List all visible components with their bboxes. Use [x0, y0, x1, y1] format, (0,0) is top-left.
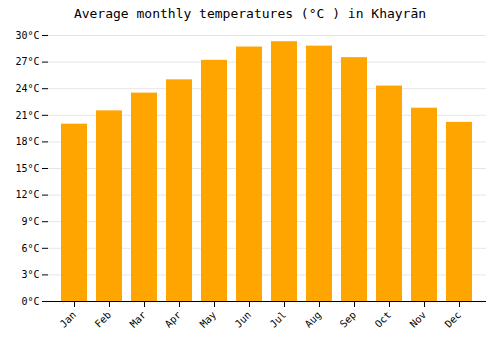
svg-text:Nov: Nov: [408, 309, 429, 330]
svg-text:Feb: Feb: [93, 309, 114, 330]
svg-text:Aug: Aug: [303, 309, 324, 330]
svg-text:24°C: 24°C: [15, 83, 39, 94]
svg-text:21°C: 21°C: [15, 110, 39, 121]
svg-text:15°C: 15°C: [15, 163, 39, 174]
svg-text:27°C: 27°C: [15, 56, 39, 67]
svg-text:Dec: Dec: [443, 309, 464, 330]
svg-text:Jan: Jan: [58, 309, 79, 330]
svg-text:May: May: [198, 309, 219, 330]
svg-text:Sep: Sep: [338, 309, 359, 330]
svg-text:18°C: 18°C: [15, 136, 39, 147]
svg-text:0°C: 0°C: [21, 296, 39, 307]
html-text:Average monthly temperatures (: Average monthly temperatures (°C ) in Kh…: [73, 6, 427, 21]
svg-text:6°C: 6°C: [21, 243, 39, 254]
svg-text:Apr: Apr: [163, 309, 184, 330]
svg-text:Oct: Oct: [373, 309, 394, 330]
svg-text:Jun: Jun: [233, 309, 254, 330]
svg-text:9°C: 9°C: [21, 216, 39, 227]
svg-text:12°C: 12°C: [15, 189, 39, 200]
svg-text:30°C: 30°C: [15, 30, 39, 41]
svg-text:3°C: 3°C: [21, 269, 39, 280]
svg-text:Jul: Jul: [268, 309, 289, 330]
svg-text:Mar: Mar: [128, 309, 149, 330]
